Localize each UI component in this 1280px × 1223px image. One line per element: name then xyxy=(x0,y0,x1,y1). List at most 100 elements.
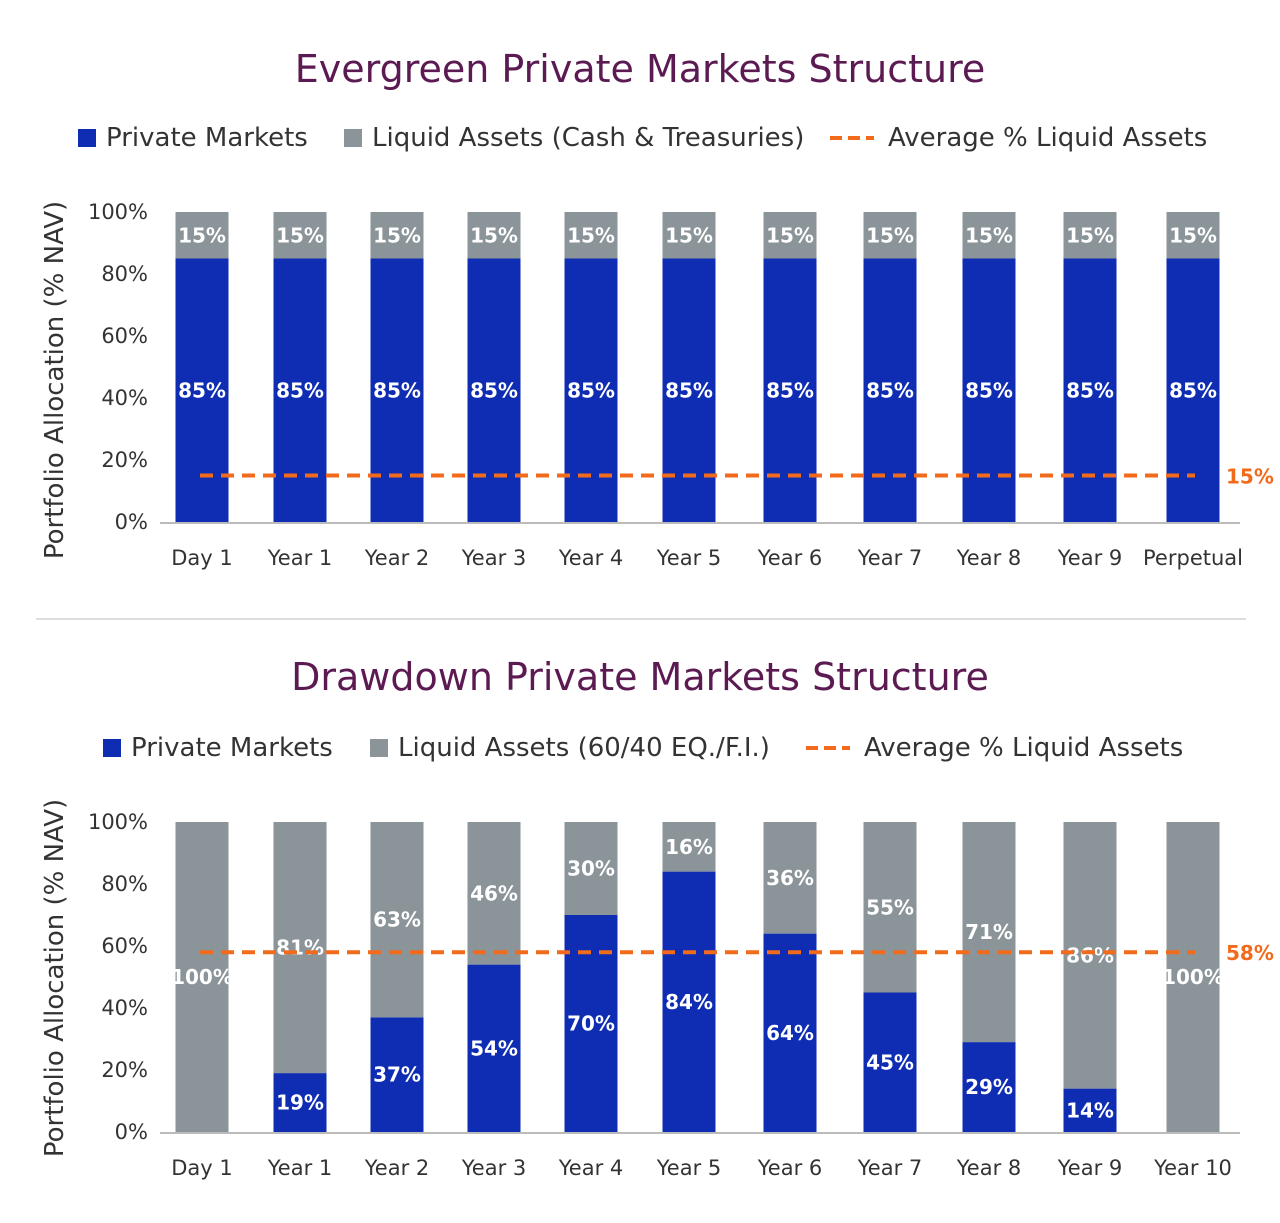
x-tick-label: Year 2 xyxy=(364,1156,430,1180)
bar-data-label: 15% xyxy=(567,223,615,247)
y-tick-label: 20% xyxy=(101,448,148,472)
chart-title: Evergreen Private Markets Structure xyxy=(295,47,986,91)
bar-data-label: 70% xyxy=(567,1012,615,1036)
x-tick-label: Year 6 xyxy=(757,546,823,570)
bar-data-label: 15% xyxy=(766,223,814,247)
bar-liquid-assets xyxy=(1063,212,1117,259)
bar-data-label: 100% xyxy=(1162,965,1224,989)
bar-data-label: 55% xyxy=(866,895,914,919)
bar-data-label: 85% xyxy=(178,378,226,402)
bar-data-label: 15% xyxy=(1169,223,1217,247)
bar-data-label: 100% xyxy=(171,965,233,989)
x-tick-label: Year 1 xyxy=(267,1156,333,1180)
bar-data-label: 15% xyxy=(665,223,713,247)
bar-private-markets xyxy=(962,258,1016,522)
bar-liquid-assets xyxy=(564,822,618,915)
legend-label: Private Markets xyxy=(131,733,333,763)
y-tick-label: 0% xyxy=(115,1120,148,1144)
bar-data-label: 85% xyxy=(373,378,421,402)
bar-data-label: 30% xyxy=(567,857,615,881)
x-tick-label: Day 1 xyxy=(171,546,233,570)
bar-private-markets xyxy=(863,992,917,1132)
y-tick-label: 40% xyxy=(101,996,148,1020)
bar-liquid-assets xyxy=(370,212,424,259)
legend-label: Liquid Assets (60/40 EQ./F.I.) xyxy=(398,733,770,763)
x-tick-label: Year 6 xyxy=(757,1156,823,1180)
x-tick-label: Day 1 xyxy=(171,1156,233,1180)
bar-data-label: 85% xyxy=(276,378,324,402)
average-line-label: 58% xyxy=(1226,941,1274,965)
bar-private-markets xyxy=(863,258,917,522)
y-axis-label: Portfolio Allocation (% NAV) xyxy=(40,201,70,559)
bar-private-markets xyxy=(175,258,229,522)
bar-private-markets xyxy=(467,964,521,1132)
bar-data-label: 85% xyxy=(1066,378,1114,402)
bar-liquid-assets xyxy=(175,822,229,1132)
bar-data-label: 19% xyxy=(276,1091,324,1115)
legend-label: Average % Liquid Assets xyxy=(888,123,1207,153)
bar-data-label: 84% xyxy=(665,990,713,1014)
bar-data-label: 85% xyxy=(965,378,1013,402)
bar-private-markets xyxy=(662,871,716,1132)
chart-title: Drawdown Private Markets Structure xyxy=(291,655,989,699)
bar-liquid-assets xyxy=(1166,212,1220,259)
bar-data-label: 15% xyxy=(866,223,914,247)
legend-label: Private Markets xyxy=(106,123,308,153)
bar-data-label: 15% xyxy=(373,223,421,247)
legend-label: Average % Liquid Assets xyxy=(864,733,1183,763)
bar-data-label: 71% xyxy=(965,920,1013,944)
bar-data-label: 85% xyxy=(866,378,914,402)
legend-swatch xyxy=(103,739,121,757)
bar-liquid-assets xyxy=(962,822,1016,1043)
bar-data-label: 85% xyxy=(567,378,615,402)
bar-data-label: 15% xyxy=(470,223,518,247)
bar-liquid-assets xyxy=(564,212,618,259)
x-tick-label: Year 5 xyxy=(656,1156,722,1180)
bar-private-markets xyxy=(1063,258,1117,522)
legend-label: Liquid Assets (Cash & Treasuries) xyxy=(372,123,804,153)
x-tick-label: Year 2 xyxy=(364,546,430,570)
bar-data-label: 15% xyxy=(276,223,324,247)
y-tick-label: 60% xyxy=(101,324,148,348)
x-tick-label: Year 4 xyxy=(558,1156,624,1180)
bar-data-label: 81% xyxy=(276,936,324,960)
bar-liquid-assets xyxy=(863,212,917,259)
bar-data-label: 54% xyxy=(470,1036,518,1060)
x-tick-label: Year 7 xyxy=(857,546,923,570)
x-tick-label: Year 4 xyxy=(558,546,624,570)
bar-private-markets xyxy=(370,1017,424,1132)
legend-swatch xyxy=(78,129,96,147)
bar-liquid-assets xyxy=(662,212,716,259)
y-tick-label: 20% xyxy=(101,1058,148,1082)
bar-data-label: 15% xyxy=(1066,223,1114,247)
bar-data-label: 46% xyxy=(470,881,518,905)
bar-liquid-assets xyxy=(273,822,327,1074)
x-tick-label: Year 3 xyxy=(461,1156,527,1180)
bar-liquid-assets xyxy=(273,212,327,259)
bar-liquid-assets xyxy=(1166,822,1220,1132)
y-tick-label: 0% xyxy=(115,510,148,534)
bar-data-label: 37% xyxy=(373,1063,421,1087)
bar-private-markets xyxy=(467,258,521,522)
bar-data-label: 16% xyxy=(665,835,713,859)
bar-data-label: 36% xyxy=(766,866,814,890)
bar-liquid-assets xyxy=(662,822,716,872)
bar-data-label: 85% xyxy=(766,378,814,402)
x-tick-label: Year 3 xyxy=(461,546,527,570)
y-tick-label: 60% xyxy=(101,934,148,958)
chart-1: Evergreen Private Markets Structure Priva… xyxy=(40,47,1274,570)
x-tick-label: Year 9 xyxy=(1057,546,1123,570)
bar-liquid-assets xyxy=(467,822,521,965)
x-tick-label: Year 8 xyxy=(956,1156,1022,1180)
bar-data-label: 85% xyxy=(470,378,518,402)
bar-data-label: 15% xyxy=(965,223,1013,247)
legend: Private Markets Liquid Assets (60/40 EQ./… xyxy=(103,733,1183,763)
legend: Private Markets Liquid Assets (Cash & Tre… xyxy=(78,123,1207,153)
bar-data-label: 64% xyxy=(766,1021,814,1045)
bar-data-label: 15% xyxy=(178,223,226,247)
bar-liquid-assets xyxy=(763,212,817,259)
x-tick-label: Year 7 xyxy=(857,1156,923,1180)
bar-private-markets xyxy=(370,258,424,522)
legend-swatch xyxy=(344,129,362,147)
bar-data-label: 29% xyxy=(965,1075,1013,1099)
